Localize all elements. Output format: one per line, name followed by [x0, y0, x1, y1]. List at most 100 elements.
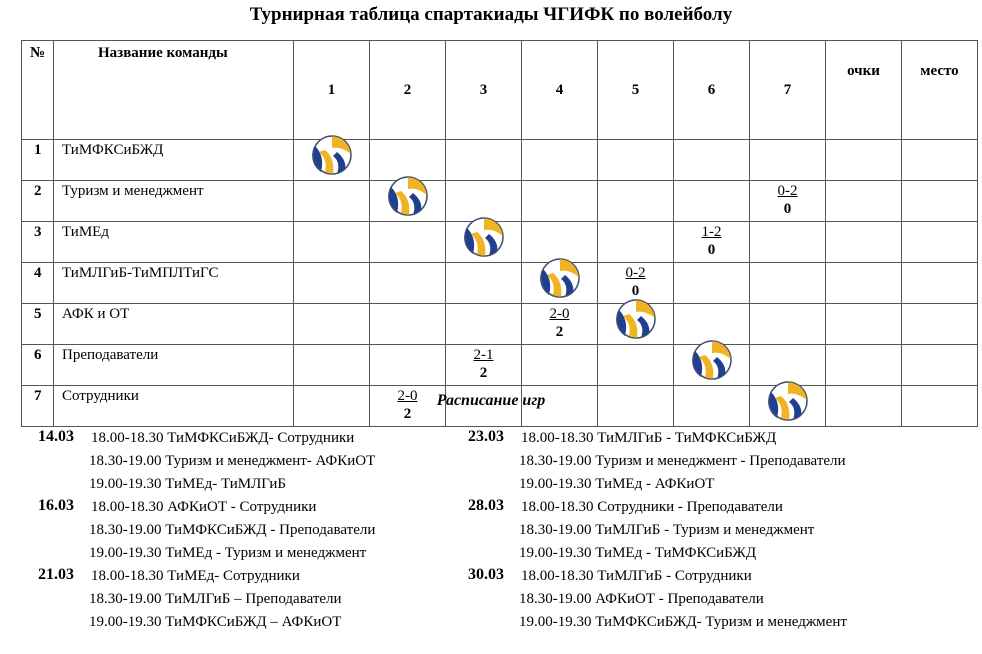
game-time: 18.00-18.30: [521, 499, 594, 515]
match-result: 0-2 0: [598, 264, 673, 300]
cell-place: [901, 221, 978, 263]
match-points: 0: [631, 283, 640, 299]
schedule-title: Расписание игр: [436, 392, 546, 409]
cell-r4-c2: [369, 262, 446, 304]
game-match: ТиМЛГиБ - Сотрудники: [597, 568, 752, 584]
cell-r4-c3: [445, 262, 522, 304]
team-name: ТиМЛГиБ-ТиМПЛТиГС: [53, 262, 294, 304]
cell-r5-c2: [369, 303, 446, 345]
match-score: 2-0: [549, 306, 570, 322]
header-col-4: 4: [521, 40, 598, 140]
game-match: ТиМЕд - АФКиОТ: [595, 476, 715, 492]
table-header-row: № Название команды 1 2 3 4 5 6 7 очки ме…: [21, 40, 978, 140]
game-time: 19.00-19.30: [519, 545, 592, 561]
team-name: Сотрудники: [53, 385, 294, 427]
game-match: ТиМЛГиБ - Туризм и менеджмент: [595, 522, 815, 538]
match-score: 0-2: [625, 265, 646, 281]
game-time: 19.00-19.30: [89, 545, 162, 561]
game-match: ТиМФКСиБЖД – АФКиОТ: [165, 614, 342, 630]
volleyball-icon: [463, 216, 505, 258]
volleyball-icon: [767, 380, 809, 422]
cell-r4-c1: [293, 262, 370, 304]
cell-r1-c7: [749, 139, 826, 181]
schedule-date: 14.03: [38, 428, 74, 445]
match-result: 0-2 0: [750, 182, 825, 218]
cell-r7-c6: [673, 385, 750, 427]
cell-r2-c7: 0-2 0: [749, 180, 826, 222]
volleyball-icon: [691, 339, 733, 381]
game-time: 19.00-19.30: [519, 614, 592, 630]
game-time: 18.30-19.00: [89, 453, 162, 469]
game-time: 18.30-19.00: [89, 522, 162, 538]
match-result: 2-1 2: [446, 346, 521, 382]
team-name: Туризм и менеджмент: [53, 180, 294, 222]
cell-r6-c3: 2-1 2: [445, 344, 522, 386]
game-time: 19.00-19.30: [89, 614, 162, 630]
game-match: ТиМЕд - Туризм и менеджмент: [165, 545, 367, 561]
schedule-game: 18.30-19.00 Туризм и менеджмент - Препод…: [519, 453, 846, 470]
schedule-day: 16.03 18.00-18.30 АФКиОТ - Сотрудники 18.3…: [38, 497, 478, 566]
team-number: 1: [21, 139, 54, 181]
game-match: ТиМФКСиБЖД- Туризм и менеджмент: [595, 614, 847, 630]
game-time: 19.00-19.30: [89, 476, 162, 492]
schedule-game: 18.30-19.00 ТиМЛГиБ - Туризм и менеджмен…: [519, 522, 814, 539]
header-place: место: [901, 40, 978, 140]
cell-place: [901, 385, 978, 427]
schedule-game: 18.30-19.00 ТиМФКСиБЖД - Преподаватели: [89, 522, 375, 539]
schedule-game: 18.00-18.30 Сотрудники - Преподаватели: [521, 499, 783, 516]
schedule-game: 19.00-19.30 ТиМФКСиБЖД – АФКиОТ: [89, 614, 341, 631]
game-match: ТиМЕд - ТиМФКСиБЖД: [595, 545, 757, 561]
game-match: ТиМФКСиБЖД- Сотрудники: [167, 430, 355, 446]
team-number: 2: [21, 180, 54, 222]
game-time: 18.30-19.00: [519, 453, 592, 469]
table-row: 5 АФК и ОТ 2-0 2: [21, 299, 978, 345]
schedule-date: 23.03: [468, 428, 504, 445]
cell-r5-c4: 2-0 2: [521, 303, 598, 345]
team-name: Преподаватели: [53, 344, 294, 386]
table-row: 7 Сотрудники 2-0 2: [21, 381, 978, 427]
match-points: 2: [479, 365, 488, 381]
match-result: 2-0 2: [370, 387, 445, 423]
cell-r5-c7: [749, 303, 826, 345]
cell-r1-c1: [293, 135, 370, 181]
cell-r3-c3: [445, 217, 522, 263]
header-col-2: 2: [369, 40, 446, 140]
cell-place: [901, 180, 978, 222]
header-col-7: 7: [749, 40, 826, 140]
header-num: №: [21, 40, 54, 140]
table-row: 2 Туризм и менеджмент 0-2 0: [21, 176, 978, 222]
game-time: 18.00-18.30: [521, 430, 594, 446]
schedule-day: 28.03 18.00-18.30 Сотрудники - Преподават…: [468, 497, 908, 566]
cell-r6-c2: [369, 344, 446, 386]
volleyball-icon: [615, 298, 657, 340]
volleyball-icon: [311, 134, 353, 176]
cell-place: [901, 303, 978, 345]
game-time: 18.00-18.30: [91, 499, 164, 515]
cell-r4-c4: [521, 258, 598, 304]
team-name: ТиМФКСиБЖД: [53, 139, 294, 181]
table-row: 1 ТиМФКСиБЖД: [21, 135, 978, 181]
header-points: очки: [825, 40, 902, 140]
game-match: Туризм и менеджмент - Преподаватели: [595, 453, 846, 469]
match-points: 2: [403, 406, 412, 422]
cell-r6-c1: [293, 344, 370, 386]
volleyball-icon: [387, 175, 429, 217]
schedule-day: 30.03 18.00-18.30 ТиМЛГиБ - Сотрудники 18.…: [468, 566, 908, 635]
table-row: 4 ТиМЛГиБ-ТиМПЛТиГС 0-2 0: [21, 258, 978, 304]
schedule-day: 23.03 18.00-18.30 ТиМЛГиБ - ТиМФКСиБЖД 18.…: [468, 428, 908, 497]
schedule-game: 18.30-19.00 АФКиОТ - Преподаватели: [519, 591, 764, 608]
header-col-6: 6: [673, 40, 750, 140]
cell-points: [825, 221, 902, 263]
table-row: 6 Преподаватели 2-1 2: [21, 340, 978, 386]
schedule-date: 28.03: [468, 497, 504, 514]
schedule-day: 14.03 18.00-18.30 ТиМФКСиБЖД- Сотрудники 1…: [38, 428, 478, 497]
schedule-game: 19.00-19.30 ТиМЕд- ТиМЛГиБ: [89, 476, 286, 493]
cell-r7-c2: 2-0 2: [369, 385, 446, 427]
schedule-game: 18.30-19.00 ТиМЛГиБ – Преподаватели: [89, 591, 342, 608]
schedule-game: 19.00-19.30 ТиМЕд - АФКиОТ: [519, 476, 714, 493]
cell-points: [825, 180, 902, 222]
schedule-game: 19.00-19.30 ТиМФКСиБЖД- Туризм и менеджм…: [519, 614, 847, 631]
tournament-table: № Название команды 1 2 3 4 5 6 7 очки ме…: [21, 40, 978, 427]
cell-r2-c5: [597, 180, 674, 222]
header-team-name: Название команды: [53, 40, 294, 140]
